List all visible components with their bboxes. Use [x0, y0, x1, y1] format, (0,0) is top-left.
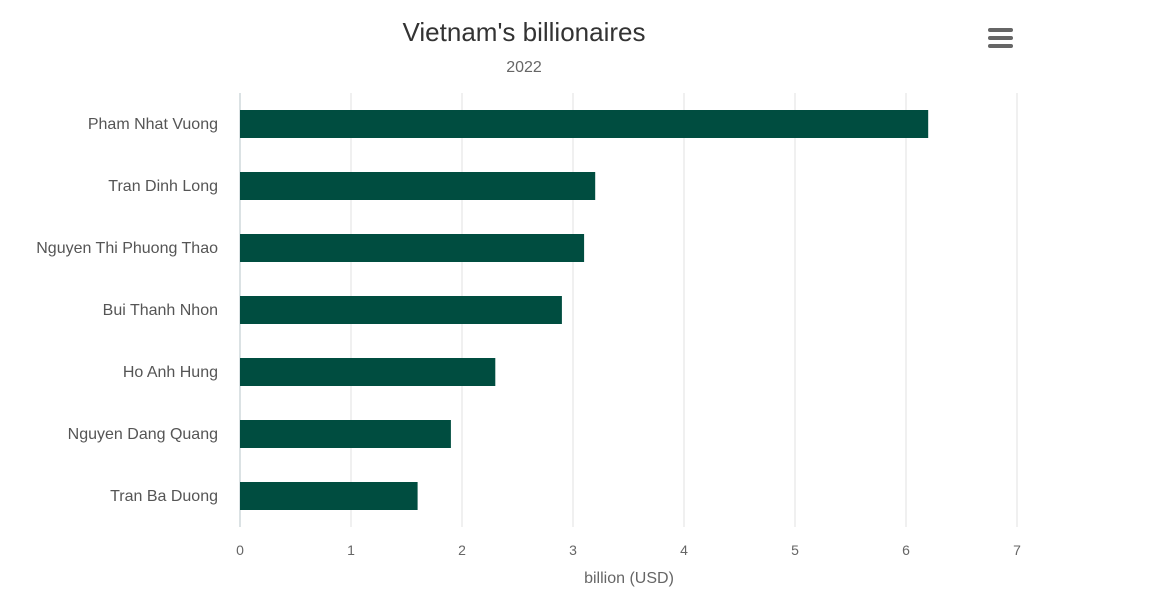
hamburger-menu-icon[interactable]	[981, 24, 1019, 54]
x-axis-ticks: 0 1 2 3 4 5 6 7	[236, 542, 1021, 558]
x-tick-label: 3	[569, 542, 577, 558]
bar[interactable]	[240, 172, 596, 200]
x-tick-label: 7	[1013, 542, 1021, 558]
x-tick-label: 0	[236, 542, 244, 558]
category-label: Tran Dinh Long	[108, 178, 218, 195]
x-axis-title: billion (USD)	[584, 570, 674, 587]
x-tick-label: 6	[902, 542, 910, 558]
x-tick-label: 2	[458, 542, 466, 558]
category-label: Nguyen Thi Phuong Thao	[36, 240, 218, 257]
bar[interactable]	[240, 296, 562, 324]
category-label: Tran Ba Duong	[110, 488, 218, 505]
x-tick-label: 1	[347, 542, 355, 558]
category-label: Pham Nhat Vuong	[88, 116, 218, 133]
bar[interactable]	[240, 358, 496, 386]
bar[interactable]	[240, 420, 451, 448]
category-labels: Pham Nhat Vuong Tran Dinh Long Nguyen Thi …	[36, 116, 218, 505]
category-label: Ho Anh Hung	[123, 364, 218, 381]
category-label: Bui Thanh Nhon	[103, 302, 218, 319]
chart-subtitle: 2022	[506, 59, 542, 76]
bars	[240, 110, 929, 510]
x-tick-label: 5	[791, 542, 799, 558]
gridlines	[239, 93, 1018, 527]
chart-title: Vietnam's billionaires	[403, 17, 646, 47]
bar[interactable]	[240, 482, 418, 510]
x-tick-label: 4	[680, 542, 688, 558]
bar[interactable]	[240, 234, 585, 262]
bar[interactable]	[240, 110, 929, 138]
category-label: Nguyen Dang Quang	[68, 426, 218, 443]
